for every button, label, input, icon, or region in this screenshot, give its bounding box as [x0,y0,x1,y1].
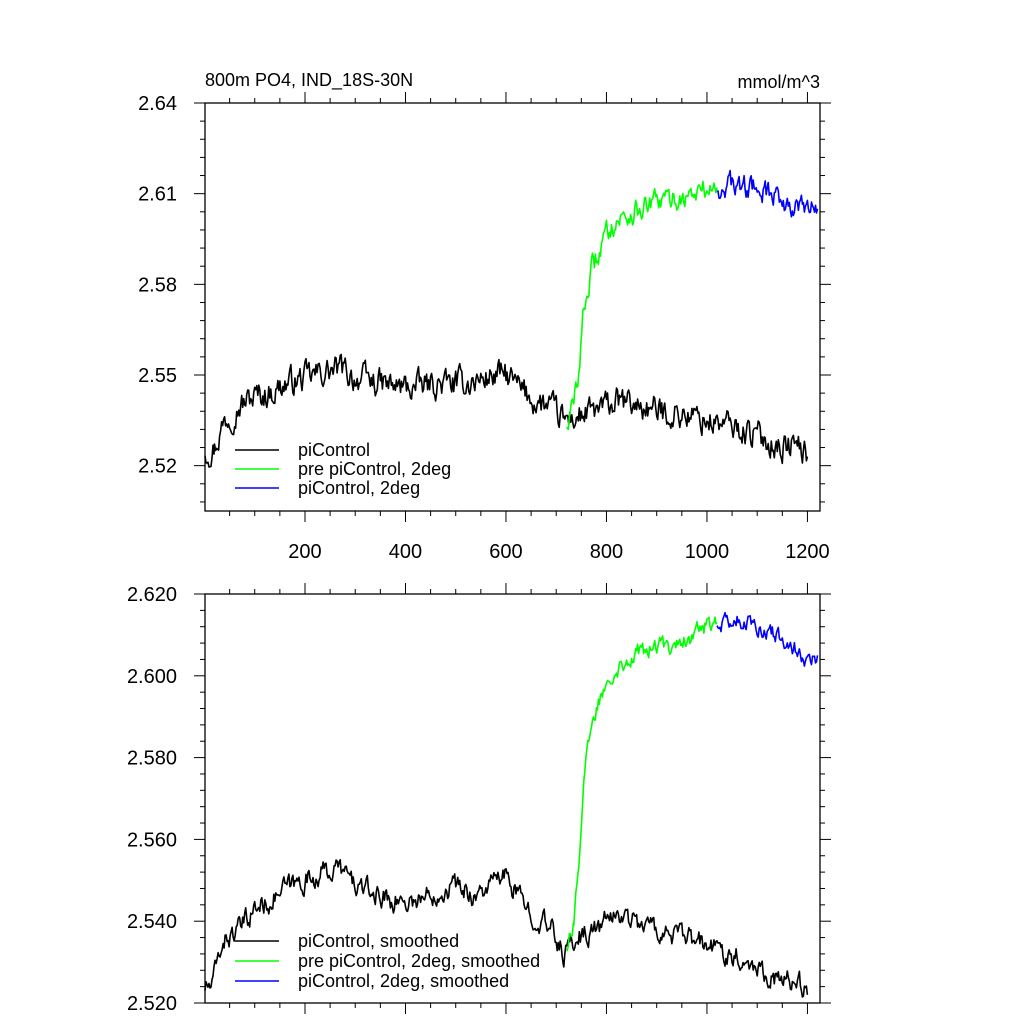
x-tick-label: 800 [590,541,623,563]
y-tick-label: 2.52 [138,456,177,478]
plot-frame [204,593,821,1004]
x-tick-label: 200 [288,541,321,563]
y-tick-label: 2.620 [127,584,177,606]
y-tick-label: 2.560 [127,829,177,851]
legend-label: piControl, 2deg [298,478,420,498]
x-tick-label: 1200 [785,541,830,563]
y-tick-label: 2.61 [138,184,177,206]
bottom-panel: 2.520 2.540 2.560 2.580 2.600 2.620 piControl,… [127,583,831,1015]
chart-title: 800m PO4, IND_18S-30N [205,70,413,91]
series-line [204,859,809,998]
legend-label: pre piControl, 2deg, smoothed [298,951,540,971]
series-line [204,353,809,468]
top-panel: 800m PO4, IND_18S-30N mmol/m^3 200 400 600… [138,70,831,563]
y-tick-label: 2.55 [138,365,177,387]
y-tick-label: 2.540 [127,911,177,933]
y-tick-label: 2.580 [127,748,177,770]
series-line [565,616,718,952]
units-label: mmol/m^3 [738,72,820,92]
series-line [716,169,819,218]
series-line [716,611,819,667]
series-line [566,180,718,431]
legend-label: piControl [298,440,370,460]
plot-frame [204,102,821,512]
x-tick-label: 400 [389,541,422,563]
legend-label: piControl, smoothed [298,931,459,951]
y-tick-label: 2.64 [138,93,177,115]
legend-label: piControl, 2deg, smoothed [298,971,509,991]
x-tick-label: 1000 [685,541,730,563]
y-tick-label: 2.58 [138,274,177,296]
legend-label: pre piControl, 2deg [298,459,451,479]
y-tick-label: 2.600 [127,666,177,688]
y-tick-label: 2.520 [127,993,177,1015]
x-tick-label: 600 [489,541,522,563]
